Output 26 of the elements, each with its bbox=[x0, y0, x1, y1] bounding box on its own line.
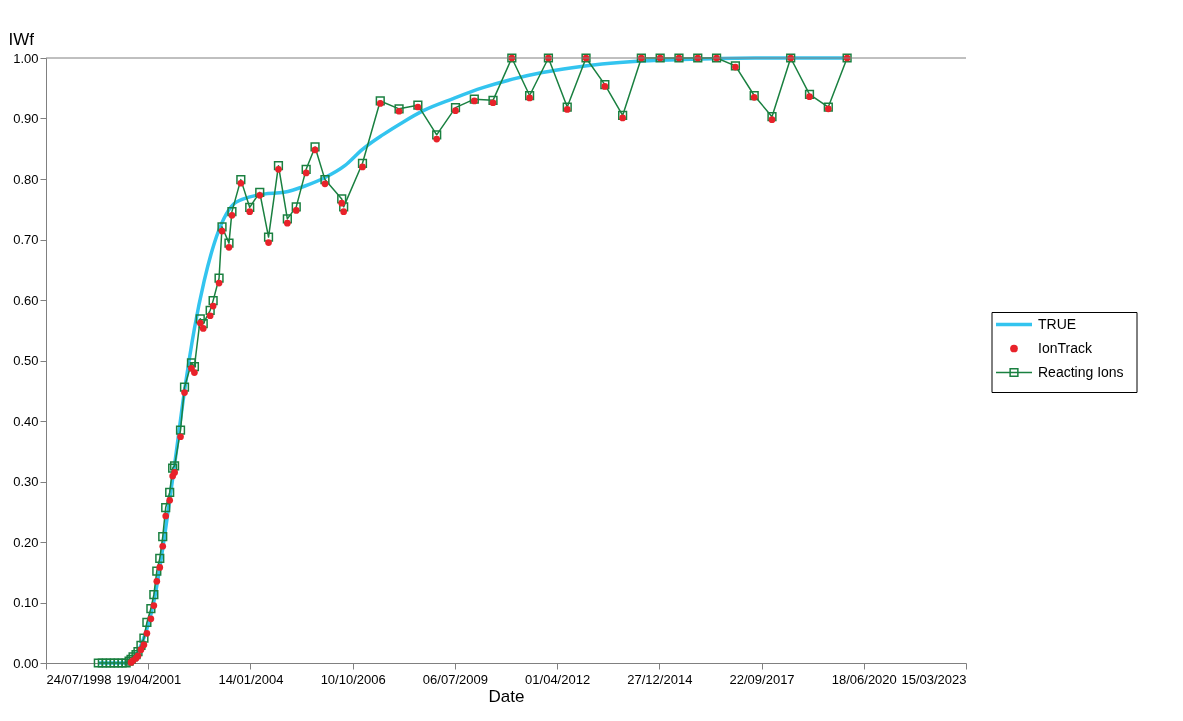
x-tick-label: 01/04/2012 bbox=[525, 671, 591, 687]
x-tick-label: 18/06/2020 bbox=[831, 671, 897, 687]
y-tick-label: 0.90 bbox=[13, 111, 39, 126]
legend-label: IonTrack bbox=[1038, 339, 1093, 356]
y-tick-label: 0.10 bbox=[13, 595, 39, 610]
x-tick-label: 10/10/2006 bbox=[320, 671, 386, 687]
x-tick-label: 14/01/2004 bbox=[218, 671, 284, 687]
x-tick-label: 06/07/2009 bbox=[422, 671, 488, 687]
x-tick-label: 15/03/2023 bbox=[901, 671, 967, 687]
y-tick-label: 1.00 bbox=[13, 50, 39, 66]
x-tick-label: 24/07/1998 bbox=[46, 671, 112, 687]
y-tick-label: 0.30 bbox=[13, 474, 39, 489]
x-tick-label: 22/09/2017 bbox=[729, 671, 795, 687]
x-tick-label: 19/04/2001 bbox=[116, 671, 182, 687]
y-tick-label: 0.20 bbox=[13, 534, 39, 550]
y-axis-title: IWf bbox=[8, 29, 35, 49]
y-tick-label: 0.00 bbox=[13, 655, 39, 671]
y-tick-label: 0.80 bbox=[13, 171, 39, 187]
legend-label: TRUE bbox=[1038, 315, 1077, 332]
y-tick-label: 0.70 bbox=[13, 232, 39, 247]
x-axis-title: Date bbox=[488, 686, 525, 706]
y-tick-label: 0.50 bbox=[13, 353, 39, 368]
y-tick-label: 0.60 bbox=[13, 292, 39, 308]
y-tick-label: 0.40 bbox=[13, 413, 39, 429]
legend-label: Reacting Ions bbox=[1038, 363, 1124, 380]
x-tick-label: 27/12/2014 bbox=[627, 671, 693, 687]
